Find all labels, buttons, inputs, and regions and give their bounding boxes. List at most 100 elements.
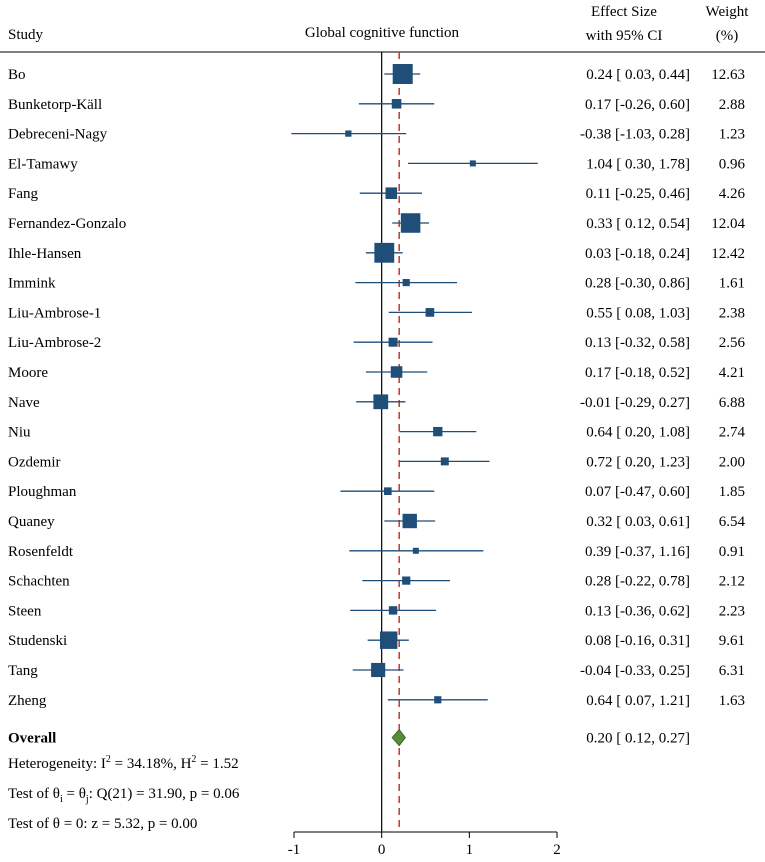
effect-value: 0.64 [ 0.20, 1.08] (586, 425, 690, 441)
study-name: Ozdemir (8, 454, 60, 470)
effect-value: 0.08 [-0.16, 0.31] (585, 633, 690, 649)
effect-marker (371, 662, 386, 678)
effect-value: 0.17 [-0.18, 0.52] (585, 365, 690, 381)
weight-value: 12.63 (711, 67, 745, 83)
weight-value: 6.31 (719, 663, 745, 679)
weight-value: 2.56 (719, 335, 746, 351)
x-axis-ticks: -1 0 1 2 (288, 832, 561, 858)
header-study: Study (8, 27, 44, 43)
effect-marker (400, 213, 421, 233)
weight-value: 4.21 (719, 365, 745, 381)
effect-value: 0.13 [-0.36, 0.62] (585, 603, 690, 619)
weight-value: 2.74 (719, 425, 746, 441)
effect-value: 0.11 [-0.25, 0.46] (586, 186, 690, 202)
study-name: Niu (8, 425, 31, 441)
effect-value: 0.64 [ 0.07, 1.21] (586, 693, 690, 709)
effect-value: 0.72 [ 0.20, 1.23] (586, 454, 690, 470)
effect-marker (379, 631, 398, 649)
study-name: Moore (8, 365, 48, 381)
study-name: Debreceni-Nagy (8, 127, 108, 143)
effect-marker (383, 487, 392, 496)
homogeneity-test: Test of θi = θj: Q(21) = 31.90, p = 0.06 (8, 786, 240, 805)
study-rows: Bo 0.24 [ 0.03, 0.44] 12.63 Bunketorp-Käll 0… (8, 64, 746, 709)
x-tick-label: 2 (553, 842, 561, 858)
study-name: Liu-Ambrose-2 (8, 335, 101, 351)
effect-marker (373, 394, 389, 410)
weight-value: 9.61 (719, 633, 745, 649)
weight-value: 1.61 (719, 276, 745, 292)
effect-marker (345, 130, 352, 137)
study-name: Schachten (8, 574, 70, 590)
effect-marker (391, 99, 402, 109)
weight-value: 1.85 (719, 484, 745, 500)
study-name: Steen (8, 603, 42, 619)
effect-marker (392, 64, 413, 84)
overall-effect-test: Test of θ = 0: z = 5.32, p = 0.00 (8, 816, 197, 832)
weight-value: 2.00 (719, 454, 745, 470)
study-name: Liu-Ambrose-1 (8, 305, 101, 321)
effect-value: 0.32 [ 0.03, 0.61] (586, 514, 690, 530)
study-name: Tang (8, 663, 38, 679)
weight-value: 6.54 (719, 514, 746, 530)
effect-value: 0.33 [ 0.12, 0.54] (586, 216, 690, 232)
effect-marker (388, 606, 398, 615)
x-tick-label: -1 (288, 842, 301, 858)
study-name: Nave (8, 395, 40, 411)
effect-value: 0.28 [-0.30, 0.86] (585, 276, 690, 292)
effect-value: 1.04 [ 0.30, 1.78] (586, 156, 690, 172)
effect-marker (385, 187, 398, 200)
header-effect-size: Effect Size (591, 4, 657, 20)
x-tick-label: 0 (378, 842, 386, 858)
study-name: Immink (8, 276, 56, 292)
study-name: Fang (8, 186, 39, 202)
study-name: Bunketorp-Käll (8, 97, 102, 113)
effect-marker (425, 308, 435, 317)
study-name: Rosenfeldt (8, 544, 74, 560)
overall-value: 0.20 [ 0.12, 0.27] (586, 731, 690, 747)
study-name: El-Tamawy (8, 156, 78, 172)
study-name: Studenski (8, 633, 67, 649)
effect-value: 0.39 [-0.37, 1.16] (585, 544, 690, 560)
effect-value: -0.04 [-0.33, 0.25] (580, 663, 690, 679)
effect-marker (433, 426, 443, 437)
effect-marker (440, 457, 449, 466)
header-effect-ci: with 95% CI (586, 28, 663, 44)
heterogeneity-stat: Heterogeneity: I2 = 34.18%, H2 = 1.52 (8, 754, 239, 772)
effect-value: 0.55 [ 0.08, 1.03] (586, 305, 690, 321)
weight-value: 2.12 (719, 574, 745, 590)
effect-marker (402, 513, 417, 529)
study-name: Zheng (8, 693, 47, 709)
effect-value: -0.38 [-1.03, 0.28] (580, 127, 690, 143)
weight-value: 1.63 (719, 693, 745, 709)
effect-value: 0.03 [-0.18, 0.24] (585, 246, 690, 262)
weight-value: 4.26 (719, 186, 746, 202)
effect-value: 0.07 [-0.47, 0.60] (585, 484, 690, 500)
study-name: Ihle-Hansen (8, 246, 82, 262)
chart-title: Global cognitive function (305, 25, 460, 41)
weight-value: 12.42 (711, 246, 745, 262)
effect-marker (390, 366, 403, 378)
effect-marker (388, 337, 398, 347)
effect-value: 0.28 [-0.22, 0.78] (585, 574, 690, 590)
weight-value: 2.23 (719, 603, 745, 619)
study-name: Ploughman (8, 484, 77, 500)
header-weight-unit: (%) (716, 28, 739, 44)
effect-marker (434, 696, 442, 704)
x-tick-label: 1 (466, 842, 474, 858)
weight-value: 2.88 (719, 97, 745, 113)
weight-value: 0.91 (719, 544, 745, 560)
effect-marker (402, 279, 410, 287)
effect-marker (374, 242, 395, 263)
study-name: Fernandez-Gonzalo (8, 216, 126, 232)
weight-value: 1.23 (719, 127, 745, 143)
effect-marker (469, 160, 476, 167)
header-weight: Weight (706, 4, 750, 20)
effect-value: 0.13 [-0.32, 0.58] (585, 335, 690, 351)
effect-value: 0.17 [-0.26, 0.60] (585, 97, 690, 113)
weight-value: 6.88 (719, 395, 745, 411)
study-name: Bo (8, 67, 26, 83)
effect-marker (412, 547, 419, 554)
overall-diamond (391, 728, 406, 747)
weight-value: 0.96 (719, 156, 746, 172)
